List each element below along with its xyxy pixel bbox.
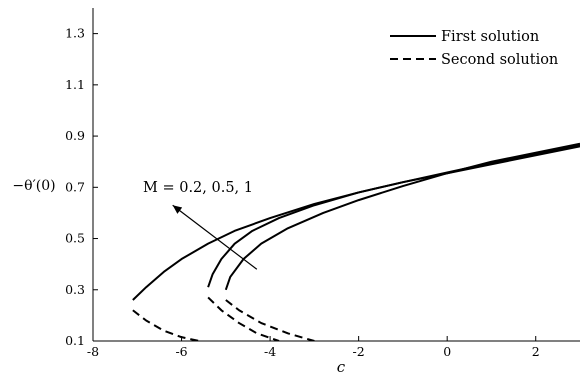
y-ticks: 0.1 0.3 0.5 0.7 0.9 1.1 1.3 bbox=[65, 26, 98, 348]
first-solution-curve-1 bbox=[132, 145, 580, 301]
x-tick-label: -6 bbox=[175, 344, 187, 359]
x-tick-label: 2 bbox=[532, 344, 540, 359]
y-tick-label: 0.1 bbox=[65, 333, 85, 348]
annotation-text: M = 0.2, 0.5, 1 bbox=[143, 180, 253, 196]
x-axis-label: c bbox=[337, 358, 346, 376]
legend-first-solution-label: First solution bbox=[441, 29, 539, 45]
x-tick-label: -8 bbox=[87, 344, 99, 359]
annotation: M = 0.2, 0.5, 1 bbox=[143, 180, 258, 270]
y-tick-label: 0.5 bbox=[65, 231, 85, 246]
y-tick-label: 1.1 bbox=[65, 77, 85, 92]
legend: First solution Second solution bbox=[390, 29, 558, 68]
annotation-arrow bbox=[172, 204, 258, 270]
y-tick-label: 0.3 bbox=[65, 282, 85, 297]
x-ticks: -8 -6 -4 -2 0 2 bbox=[87, 336, 540, 359]
x-tick-label: 0 bbox=[443, 344, 451, 359]
y-tick-label: 1.3 bbox=[65, 26, 85, 41]
y-axis-label: −θ′(0) bbox=[12, 178, 55, 194]
x-tick-label: -2 bbox=[353, 344, 365, 359]
second-solution-curve-6 bbox=[225, 299, 315, 341]
first-solution-curve-2 bbox=[207, 144, 580, 288]
x-tick-label: -4 bbox=[264, 344, 276, 359]
y-tick-label: 0.9 bbox=[65, 128, 85, 143]
second-solution-curve-4 bbox=[132, 309, 200, 341]
legend-second-solution-label: Second solution bbox=[441, 52, 558, 68]
second-solution-curve-5 bbox=[207, 296, 280, 341]
y-tick-label: 0.7 bbox=[65, 179, 85, 194]
series-group bbox=[132, 142, 580, 341]
first-solution-curve-3 bbox=[224, 142, 580, 291]
